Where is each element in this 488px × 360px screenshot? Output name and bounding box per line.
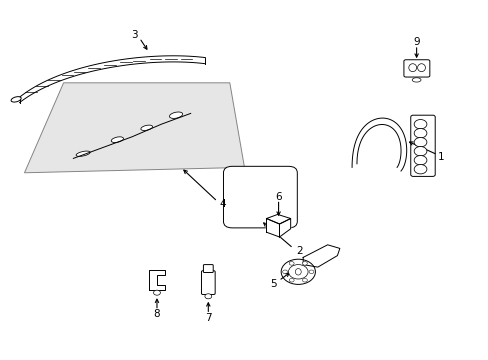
Circle shape [204,294,211,299]
Polygon shape [24,83,244,173]
Text: 7: 7 [204,313,211,323]
Polygon shape [266,215,290,224]
Text: 8: 8 [153,309,160,319]
Circle shape [302,278,306,282]
Circle shape [282,270,287,274]
Polygon shape [266,219,279,237]
Text: 3: 3 [130,30,137,40]
Text: 5: 5 [270,279,277,289]
Text: 4: 4 [219,199,225,210]
Ellipse shape [76,151,90,156]
Polygon shape [20,56,205,103]
Circle shape [413,138,426,147]
Circle shape [281,259,315,284]
Text: 1: 1 [437,152,444,162]
Circle shape [153,290,160,295]
FancyBboxPatch shape [410,115,434,176]
FancyBboxPatch shape [201,271,215,294]
Circle shape [289,278,294,282]
Ellipse shape [111,137,123,143]
Circle shape [413,120,426,129]
Ellipse shape [169,112,182,118]
Text: 9: 9 [412,37,419,47]
Ellipse shape [141,125,152,130]
Circle shape [413,165,426,174]
FancyBboxPatch shape [403,60,429,77]
Ellipse shape [417,64,425,72]
FancyBboxPatch shape [203,265,213,273]
Ellipse shape [408,64,416,72]
Circle shape [413,147,426,156]
Circle shape [308,270,313,274]
Ellipse shape [295,269,301,275]
Circle shape [288,265,307,279]
Circle shape [413,129,426,138]
Circle shape [413,156,426,165]
FancyBboxPatch shape [223,166,297,228]
Text: 2: 2 [296,246,303,256]
Circle shape [289,262,294,265]
Text: 6: 6 [275,192,281,202]
Polygon shape [351,118,406,171]
Polygon shape [303,245,339,267]
Ellipse shape [11,96,21,102]
Polygon shape [279,219,290,237]
Polygon shape [149,270,164,290]
Ellipse shape [411,78,420,82]
Circle shape [302,262,306,265]
